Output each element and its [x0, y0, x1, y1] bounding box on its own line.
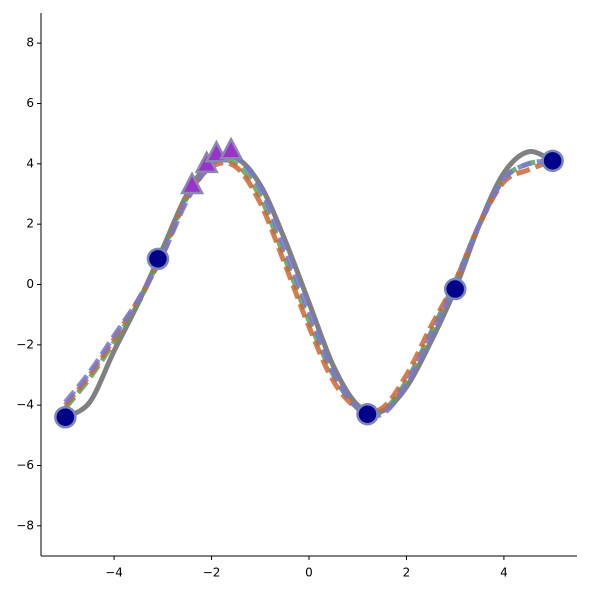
point: [541, 149, 564, 173]
point: [443, 277, 467, 301]
point: [146, 247, 170, 271]
x-tick-label: 2: [403, 566, 411, 580]
y-tick-label: 4: [26, 156, 34, 170]
curve: [64, 149, 554, 420]
y-tick-label: 6: [26, 96, 34, 110]
x-tick-label: 0: [305, 566, 313, 580]
point: [54, 405, 77, 429]
curve: [63, 158, 554, 415]
y-tick-label: 0: [26, 277, 34, 291]
y-tick-label: 8: [26, 36, 34, 50]
point: [356, 402, 379, 426]
point: [179, 171, 205, 195]
y-tick-label: −6: [16, 458, 34, 472]
x-tick-label: −2: [203, 566, 221, 580]
curve: [63, 157, 553, 417]
y-tick-label: 2: [26, 217, 34, 231]
x-tick-label: −4: [105, 566, 123, 580]
x-tick-label: 4: [500, 566, 508, 580]
y-tick-label: −4: [16, 398, 34, 412]
point: [218, 136, 244, 160]
y-tick-label: −8: [16, 518, 34, 532]
curve: [63, 153, 553, 419]
y-tick-label: −2: [16, 337, 34, 351]
